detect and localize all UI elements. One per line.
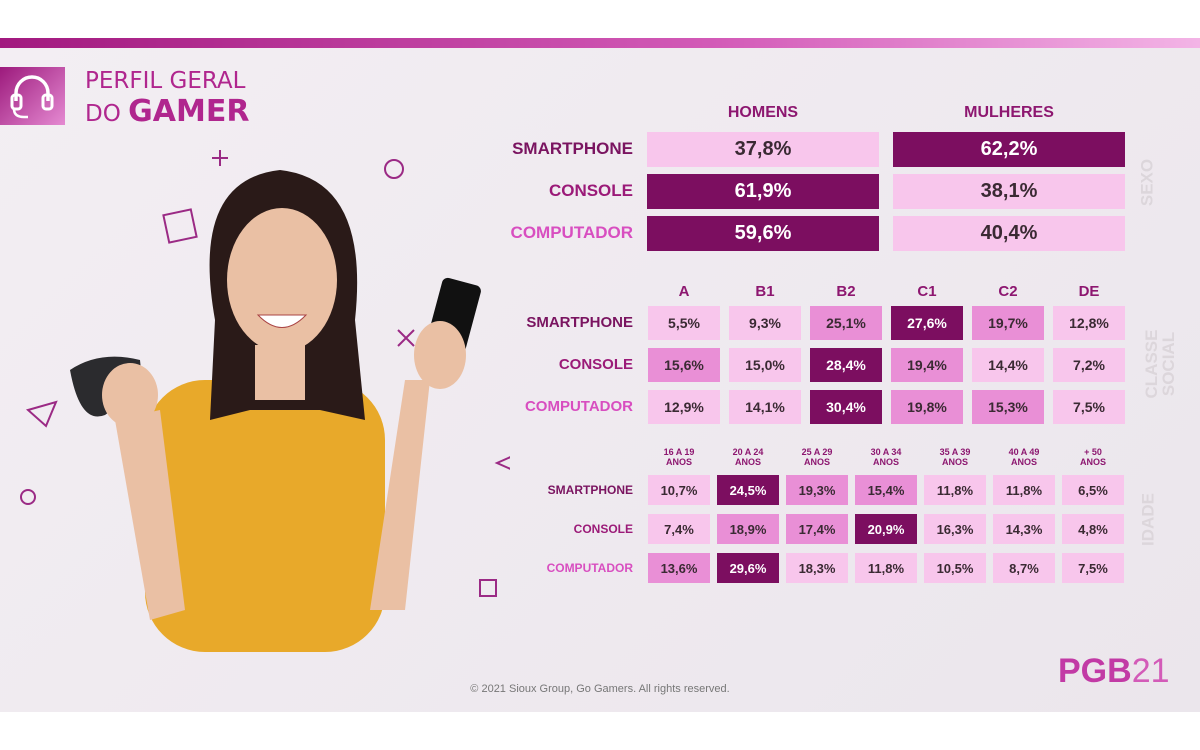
page-title-line2: DO GAMER [85,94,249,129]
data-cell: 14,3% [993,514,1055,544]
data-cell: 14,1% [729,390,801,424]
data-cell: 11,8% [993,475,1055,505]
data-cell: 59,6% [647,216,879,251]
page-title-line1: PERFIL GERAL [85,68,246,94]
column-header: B2 [836,283,856,300]
copyright-text: © 2021 Sioux Group, Go Gamers. All right… [470,683,730,695]
data-cell: 7,5% [1062,553,1124,583]
column-header: 20 A 24 ANOS [732,447,764,467]
data-cell: 8,7% [993,553,1055,583]
side-label: SEXO [1137,158,1157,207]
data-cell: 7,4% [648,514,710,544]
data-cell: 18,9% [717,514,779,544]
data-cell: 25,1% [810,306,882,340]
data-cell: 11,8% [855,553,917,583]
column-header: 16 A 19 ANOS [663,447,695,467]
column-header: MULHERES [964,104,1054,121]
column-header: + 50 ANOS [1079,447,1106,467]
row-label-smartphone: SMARTPHONE [526,314,633,331]
data-cell: 15,3% [972,390,1044,424]
row-label-computador: COMPUTADOR [524,398,633,415]
data-cell: 6,5% [1062,475,1124,505]
data-cell: 61,9% [647,174,879,209]
data-cell: 4,8% [1062,514,1124,544]
data-cell: 14,4% [972,348,1044,382]
row-label-console: CONSOLE [558,356,633,373]
data-cell: 9,3% [729,306,801,340]
data-cell: 19,7% [972,306,1044,340]
data-cell: 19,4% [891,348,963,382]
side-label: CLASSE SOCIAL [1142,329,1178,399]
data-cell: 19,3% [786,475,848,505]
data-cell: 10,5% [924,553,986,583]
data-cell: 29,6% [717,553,779,583]
data-cell: 18,3% [786,553,848,583]
shirt-body [145,380,385,652]
column-header: B1 [755,283,775,300]
data-cell: 24,5% [717,475,779,505]
pgb-logo: PGB21 [1058,652,1170,691]
column-header: DE [1078,283,1100,300]
data-cell: 5,5% [648,306,720,340]
data-cell: 7,5% [1053,390,1125,424]
headset-icon [0,67,65,125]
data-cell: 12,9% [648,390,720,424]
data-cell: 30,4% [810,390,882,424]
data-cell: 7,2% [1053,348,1125,382]
data-cell: 12,8% [1053,306,1125,340]
side-label: IDADE [1138,493,1158,546]
row-label-smartphone: SMARTPHONE [512,139,633,159]
data-cell: 37,8% [647,132,879,167]
data-cell: 15,6% [648,348,720,382]
data-cell: 13,6% [648,553,710,583]
data-cell: 15,4% [855,475,917,505]
data-cell: 19,8% [891,390,963,424]
row-label-computador: COMPUTADOR [510,223,633,243]
column-header: 25 A 29 ANOS [801,447,833,467]
column-header: A [678,283,690,300]
logo-text: PGB [1058,652,1132,690]
column-header: 40 A 49 ANOS [1008,447,1040,467]
top-accent-bar [0,38,1200,48]
gamer-photo [20,150,510,652]
data-cell: 17,4% [786,514,848,544]
data-cell: 20,9% [855,514,917,544]
data-cell: 11,8% [924,475,986,505]
row-label-smartphone: SMARTPHONE [547,482,633,497]
column-header: HOMENS [727,104,799,121]
row-label-console: CONSOLE [573,521,633,536]
face [227,208,337,352]
data-cell: 16,3% [924,514,986,544]
column-header: C2 [998,283,1018,300]
title-bold: GAMER [128,94,250,129]
data-cell: 27,6% [891,306,963,340]
data-cell: 40,4% [893,216,1125,251]
logo-year: 21 [1131,652,1170,690]
row-label-console: CONSOLE [548,181,633,201]
data-cell: 10,7% [648,475,710,505]
decorative-shapes [20,150,510,597]
title-prefix: DO [85,101,121,127]
row-label-computador: COMPUTADOR [546,560,633,575]
column-header: C1 [917,283,937,300]
column-header: 30 A 34 ANOS [870,447,902,467]
data-cell: 62,2% [893,132,1125,167]
smile [256,314,308,328]
data-cell: 15,0% [729,348,801,382]
data-cell: 28,4% [810,348,882,382]
data-cell: 38,1% [893,174,1125,209]
column-header: 35 A 39 ANOS [939,447,971,467]
